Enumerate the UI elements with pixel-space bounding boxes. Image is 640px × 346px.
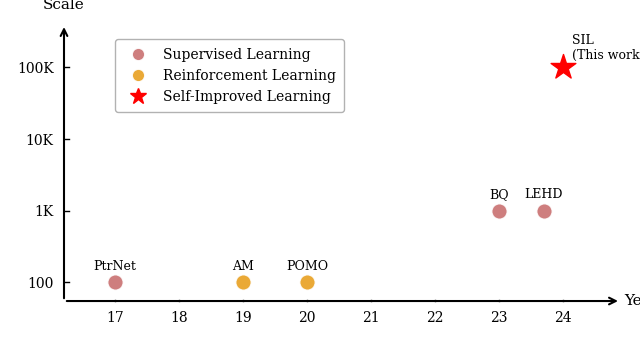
Point (494, 208, 504, 213)
Legend: Supervised Learning, Reinforcement Learning, Self-Improved Learning: Supervised Learning, Reinforcement Learn… (115, 39, 344, 112)
Text: Scale: Scale (43, 0, 85, 12)
Point (539, 208, 549, 213)
Text: AM: AM (232, 260, 254, 273)
Text: BQ: BQ (490, 188, 509, 201)
Point (110, 280, 120, 285)
Point (558, 65, 568, 70)
Text: PtrNet: PtrNet (94, 260, 136, 273)
Text: SIL
(This work): SIL (This work) (572, 34, 640, 62)
Point (238, 280, 248, 285)
Text: POMO: POMO (286, 260, 328, 273)
Point (302, 280, 312, 285)
Text: LEHD: LEHD (525, 188, 563, 201)
Text: Year: Year (624, 294, 640, 308)
